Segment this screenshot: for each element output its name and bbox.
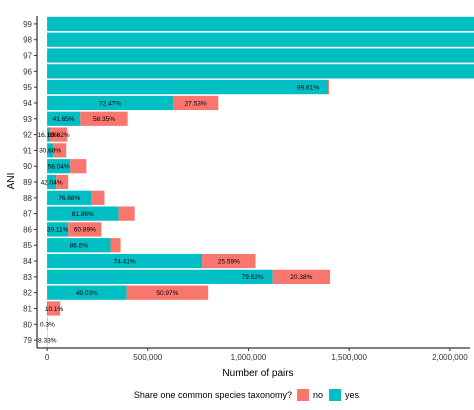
y-tick-label-80: 80 xyxy=(23,320,32,329)
bar-label-92-no: 83.82% xyxy=(48,132,70,139)
y-tick-label-82: 82 xyxy=(23,289,32,298)
bar-label-92-yes: 16.18% xyxy=(38,132,60,139)
bar-yes-98 xyxy=(47,32,474,47)
bar-yes-85 xyxy=(47,238,111,253)
bar-yes-92 xyxy=(47,127,51,142)
bar-label-82-yes: 49.03% xyxy=(76,290,98,297)
bar-no-81 xyxy=(48,301,61,316)
x-tick-label-4: 2,000,000 xyxy=(432,353,468,362)
bar-label-80-no: 0.3% xyxy=(40,322,55,329)
y-tick-label-92: 92 xyxy=(23,131,32,140)
bar-label-86-no: 60.89% xyxy=(74,227,96,234)
bar-no-91 xyxy=(53,143,67,158)
bar-yes-86 xyxy=(47,222,69,237)
bar-no-83 xyxy=(272,269,331,284)
bar-label-89-yes: 42.04% xyxy=(41,179,63,186)
bar-yes-90 xyxy=(47,159,71,174)
bar-yes-91 xyxy=(47,143,54,158)
bar-yes-89 xyxy=(47,174,57,190)
y-tick-label-91: 91 xyxy=(23,146,32,155)
x-tick-label-1: 500,000 xyxy=(133,353,162,362)
bar-no-92 xyxy=(50,127,68,142)
bar-label-84-yes: 74.41% xyxy=(114,258,136,265)
bar-label-85-yes: 86.6% xyxy=(70,243,89,250)
bar-no-95 xyxy=(328,80,330,95)
bar-labels: 8.33% 0.3% 10.1% 49.03% 50.97% 79.62% 20.38% 74… xyxy=(38,84,320,344)
bar-no-89 xyxy=(56,174,69,190)
bar-no-86 xyxy=(68,222,102,237)
y-tick-label-83: 83 xyxy=(23,273,32,282)
bar-no-87 xyxy=(118,206,135,221)
bar-yes-87 xyxy=(47,206,119,221)
bar-label-93-yes: 41.65% xyxy=(53,116,75,123)
bar-label-87-yes: 81.86% xyxy=(72,211,94,218)
bar-no-84 xyxy=(202,253,256,269)
y-tick-label-86: 86 xyxy=(23,225,32,234)
bar-no-85 xyxy=(110,238,121,253)
x-tick-label-2: 1,000,000 xyxy=(231,353,267,362)
y-tick-label-94: 94 xyxy=(23,99,32,108)
y-tick-label-96: 96 xyxy=(23,67,32,76)
legend-swatch-no xyxy=(297,389,309,401)
y-tick-label-97: 97 xyxy=(23,52,32,61)
bar-no-80 xyxy=(47,317,48,332)
x-tick-label-0: 0 xyxy=(45,353,50,362)
legend-label-yes: yes xyxy=(345,390,360,400)
x-tick-label-3: 1,500,000 xyxy=(331,353,367,362)
y-tick-label-85: 85 xyxy=(23,241,32,250)
y-tick-label-95: 95 xyxy=(23,83,32,92)
legend-swatch-yes xyxy=(329,389,341,401)
bar-yes-88 xyxy=(47,190,92,205)
y-tick-label-84: 84 xyxy=(23,257,32,266)
bar-no-82 xyxy=(126,285,209,300)
x-ticks: 0 500,000 1,000,000 1,500,000 2,000,000 xyxy=(45,348,468,362)
bar-no-93 xyxy=(80,111,128,126)
bar-label-95-yes: 99.61% xyxy=(297,84,319,91)
legend-title: Share one common species taxonomy? xyxy=(134,390,292,400)
bar-label-83-no: 20.38% xyxy=(290,274,312,281)
y-tick-label-93: 93 xyxy=(23,115,32,124)
bar-label-91-yes: 30.68% xyxy=(39,148,61,155)
bar-yes-93 xyxy=(47,111,81,126)
bar-label-86-yes: 39.11% xyxy=(47,227,69,234)
bar-yes-83 xyxy=(47,269,273,284)
y-tick-label-79: 79 xyxy=(23,336,32,345)
y-tick-label-99: 99 xyxy=(23,20,32,29)
bar-no-88 xyxy=(91,190,105,205)
y-tick-label-81: 81 xyxy=(23,304,32,313)
legend: Share one common species taxonomy? no ye… xyxy=(134,389,360,401)
bar-yes-95 xyxy=(47,80,329,95)
y-tick-label-88: 88 xyxy=(23,194,32,203)
bar-label-79-no: 8.33% xyxy=(38,337,57,344)
legend-label-no: no xyxy=(313,390,323,400)
bar-yes-81 xyxy=(47,301,49,316)
bar-yes-82 xyxy=(47,285,127,300)
bar-yes-96 xyxy=(47,64,474,79)
y-tick-label-98: 98 xyxy=(23,36,32,45)
bar-no-90 xyxy=(70,159,87,174)
bar-yes-84 xyxy=(47,253,203,269)
bar-label-83-yes: 79.62% xyxy=(242,274,264,281)
bar-label-88-yes: 76.68% xyxy=(58,195,80,202)
bar-label-94-yes: 72.47% xyxy=(99,100,121,107)
bar-yes-99 xyxy=(47,16,474,32)
y-tick-label-89: 89 xyxy=(23,178,32,187)
bar-yes-94 xyxy=(47,95,173,111)
y-ticks: 79 80 81 82 83 84 85 86 87 88 89 90 91 92 93 94 95 96 97 98… xyxy=(23,20,37,345)
bar-label-93-no: 58.35% xyxy=(93,116,115,123)
bar-label-84-no: 25.59% xyxy=(218,258,240,265)
bar-yes-97 xyxy=(47,48,474,63)
y-tick-label-87: 87 xyxy=(23,210,32,219)
x-axis-title: Number of pairs xyxy=(222,368,293,379)
y-axis-title: ANI xyxy=(6,173,17,190)
bar-label-94-no: 27.53% xyxy=(185,100,207,107)
bar-label-81-no: 10.1% xyxy=(45,306,64,313)
bar-label-82-no: 50.97% xyxy=(156,290,178,297)
y-tick-label-90: 90 xyxy=(23,162,32,171)
bars xyxy=(47,16,474,348)
bar-label-90-yes: 58.04% xyxy=(48,163,70,170)
bar-no-94 xyxy=(172,95,219,111)
